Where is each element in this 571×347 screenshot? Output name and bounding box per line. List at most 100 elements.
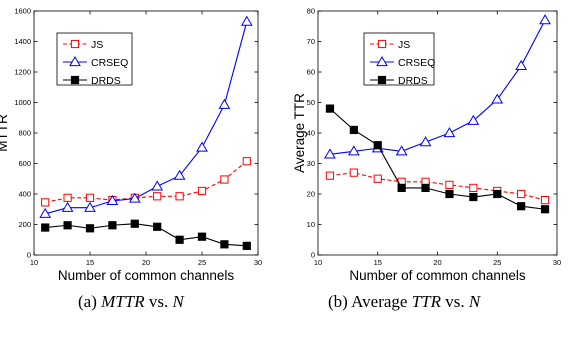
- legend-label-crseq: CRSEQ: [91, 57, 128, 69]
- data-point-crseq: [39, 207, 52, 218]
- data-point-crseq: [106, 194, 119, 205]
- y-tick-label: 1000: [14, 98, 31, 107]
- data-point-crseq: [324, 148, 336, 159]
- data-point-drds: [421, 183, 430, 193]
- data-point-drds: [108, 221, 117, 230]
- data-point-crseq: [347, 145, 360, 156]
- legend-label-crseq: CRSEQ: [398, 57, 435, 69]
- caption-b: (b) Average TTR vs. N: [328, 292, 480, 312]
- data-point-drds: [445, 189, 454, 199]
- y-tick-label: 70: [307, 37, 315, 46]
- legend-marker-crseq: [69, 56, 81, 67]
- legend-label-drds: DRDS: [398, 75, 428, 87]
- legend: JS CRSEQ DRDS: [363, 32, 435, 87]
- x-tick-label: 20: [142, 258, 150, 267]
- data-point-js: [325, 171, 335, 180]
- x-tick-label: 30: [553, 258, 561, 267]
- legend-marker-crseq: [376, 56, 388, 67]
- series-line-drds: [45, 223, 247, 247]
- data-point-js: [220, 175, 229, 184]
- data-point-js: [41, 198, 50, 207]
- legend-box: [363, 32, 435, 86]
- data-point-drds: [517, 202, 526, 211]
- x-tick-label: 10: [314, 258, 322, 267]
- y-tick-label: 800: [18, 129, 31, 138]
- x-tick-label: 25: [198, 258, 206, 267]
- y-tick-label: 20: [307, 190, 315, 199]
- data-point-drds: [41, 223, 50, 232]
- series-line-js: [45, 160, 248, 203]
- data-point-crseq: [196, 141, 208, 152]
- data-point-drds: [220, 240, 229, 249]
- series-crseq: [324, 14, 551, 159]
- data-point-drds: [242, 241, 251, 250]
- series-js: [325, 168, 550, 205]
- legend-marker-js: [377, 39, 387, 49]
- y-tick-label: 80: [307, 7, 315, 16]
- y-tick-label: 0: [311, 251, 315, 260]
- series-crseq: [39, 15, 253, 218]
- caption-a-prefix: (a): [78, 292, 102, 311]
- chart-mttr-vs-n: 10 15 20 25 30 0 200 400 600 800 1000 1200 1400 1600 N…: [0, 7, 262, 283]
- data-point-js: [517, 189, 526, 199]
- series-line-drds: [329, 108, 546, 210]
- data-point-drds: [153, 222, 162, 231]
- chart-panel-average-ttr: 10 15 20 25 30 0 10 20 30 40 50 60 70 80 Number of com…: [286, 0, 571, 347]
- series-line-js: [329, 172, 546, 201]
- series-drds: [325, 104, 550, 214]
- legend-box: [56, 32, 133, 86]
- data-point-crseq: [395, 145, 408, 156]
- data-point-js: [445, 180, 454, 189]
- data-point-js: [197, 186, 207, 196]
- caption-b-prefix: (b) Average: [328, 292, 412, 311]
- chart-panel-mttr: 10 15 20 25 30 0 200 400 600 800 1000 1200 1400 1600 N…: [0, 7, 262, 311]
- data-point-drds: [349, 125, 358, 135]
- x-tick-label: 10: [30, 258, 38, 267]
- series-drds: [41, 219, 251, 250]
- x-axis-label: Number of common channels: [349, 268, 526, 283]
- data-point-drds: [469, 192, 478, 202]
- data-point-js: [373, 174, 382, 183]
- data-point-js: [469, 183, 478, 193]
- data-point-drds: [325, 104, 335, 113]
- caption-b-math1: TTR: [411, 292, 441, 311]
- legend-label-js: JS: [91, 39, 103, 51]
- y-tick-label: 40: [307, 129, 315, 138]
- data-point-js: [242, 157, 251, 166]
- y-tick-label: 400: [18, 190, 31, 199]
- data-point-crseq: [467, 114, 480, 125]
- x-tick-label: 25: [493, 258, 501, 267]
- data-point-crseq: [491, 93, 504, 104]
- x-tick-label: 30: [254, 258, 262, 267]
- legend-label-drds: DRDS: [91, 75, 121, 87]
- data-point-js: [153, 192, 162, 201]
- data-point-crseq: [84, 201, 96, 212]
- y-axis-label: Average TTR: [292, 93, 307, 173]
- data-point-drds: [63, 221, 72, 230]
- x-tick-label: 15: [86, 258, 94, 267]
- y-axis-label: MTTR: [0, 114, 10, 152]
- caption-b-mid: vs.: [441, 292, 469, 311]
- y-tick-label: 1200: [14, 68, 31, 77]
- x-tick-label: 15: [374, 258, 382, 267]
- data-point-crseq: [539, 14, 551, 25]
- data-point-drds: [493, 189, 502, 199]
- caption-a-mid: vs.: [144, 292, 173, 311]
- caption-a-math1: MTTR: [101, 292, 145, 311]
- caption-a-math2: N: [172, 292, 184, 311]
- legend: JS CRSEQ DRDS: [56, 32, 133, 87]
- data-point-js: [349, 168, 358, 177]
- data-point-crseq: [515, 59, 528, 70]
- data-point-drds: [373, 141, 382, 150]
- caption-b-math2: N: [468, 292, 481, 311]
- legend-marker-drds: [377, 75, 387, 85]
- y-tick-label: 1400: [14, 37, 31, 46]
- y-tick-label: 200: [18, 220, 31, 229]
- series-line-crseq: [329, 19, 546, 155]
- y-tick-label: 10: [307, 220, 315, 229]
- data-point-crseq: [419, 136, 432, 147]
- y-tick-label: 50: [307, 98, 315, 107]
- x-axis-label: Number of common channels: [58, 268, 235, 283]
- y-tick-label: 60: [307, 68, 315, 77]
